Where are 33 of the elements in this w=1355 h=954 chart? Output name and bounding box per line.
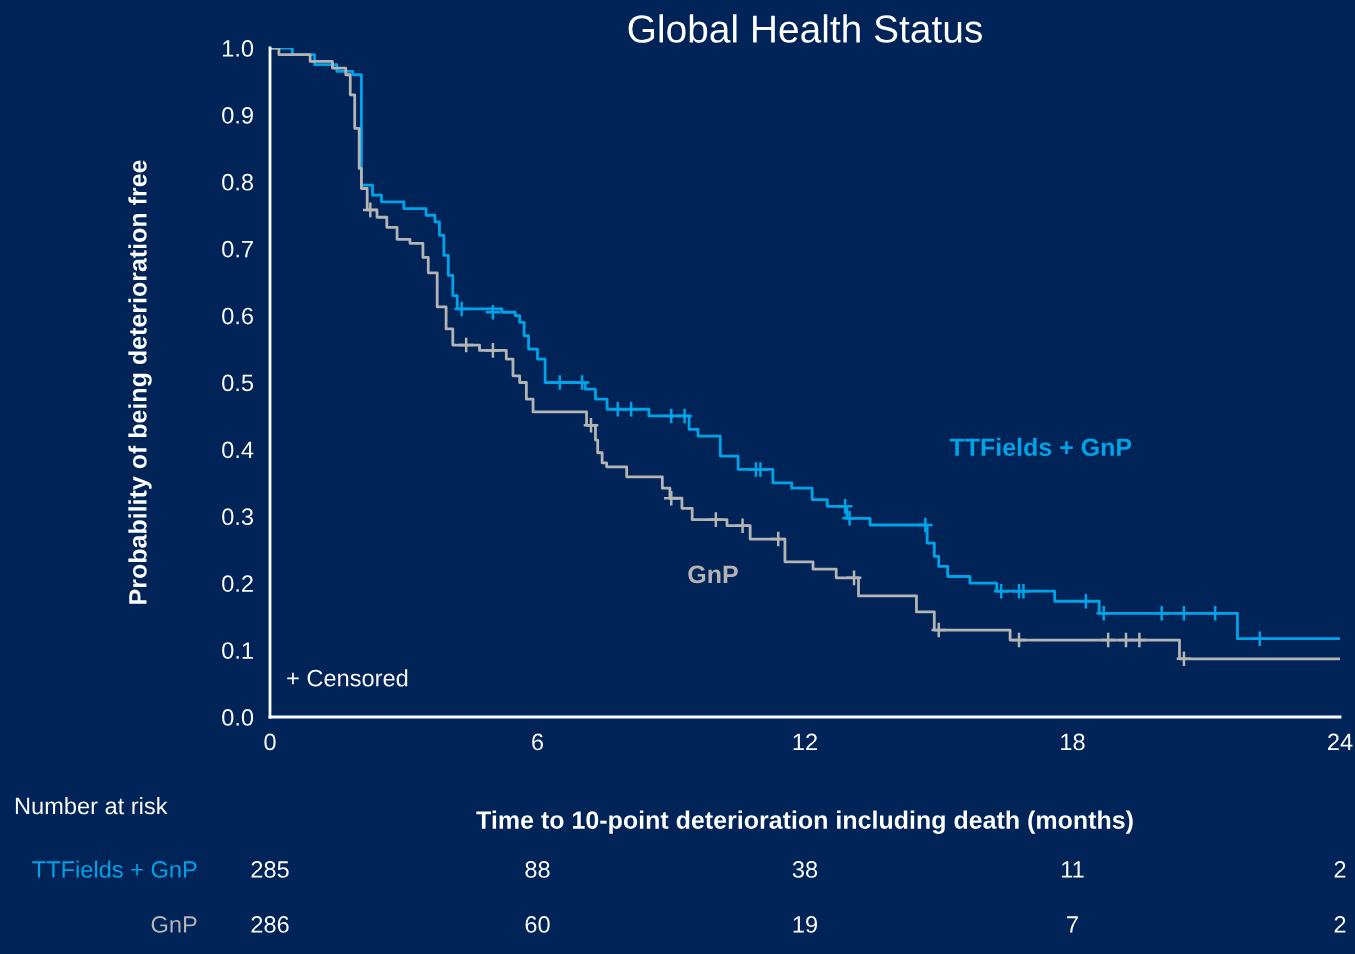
y-tick-label: 0.8 bbox=[222, 173, 253, 191]
x-tick-label: 24 bbox=[1328, 733, 1353, 751]
annotation: + Censored bbox=[287, 669, 408, 687]
data-label: 2 bbox=[1334, 916, 1346, 933]
data-label: 38 bbox=[792, 861, 818, 878]
series-label: GnP bbox=[688, 565, 738, 584]
y-tick-label: 0.6 bbox=[222, 307, 253, 325]
x-tick-label: 12 bbox=[793, 733, 817, 751]
x-axis-title: Time to 10-point deterioration including death (months) bbox=[476, 810, 1133, 834]
y-tick-label: 0.2 bbox=[222, 575, 253, 592]
text: TTFields + GnP bbox=[949, 437, 1132, 457]
y-tick-label: 0.0 bbox=[222, 709, 254, 726]
data-label: 60 bbox=[525, 916, 550, 933]
y-tick-label: 0.7 bbox=[222, 240, 253, 258]
chart-title: Global Health Status bbox=[628, 14, 982, 43]
x-tick-label: 6 bbox=[532, 733, 544, 751]
chart-title: Number at risk bbox=[15, 796, 168, 815]
y-axis-title: Probability of being deterioration free bbox=[128, 160, 152, 604]
data-label: 285 bbox=[251, 861, 289, 878]
data-label: 88 bbox=[525, 861, 550, 878]
y-tick-label: 0.5 bbox=[222, 374, 254, 392]
y-tick-label: 1.0 bbox=[223, 40, 254, 57]
y-tick-label: 0.3 bbox=[222, 508, 253, 526]
y-tick-label: 0.4 bbox=[222, 441, 254, 459]
data-label: 2 bbox=[1334, 861, 1346, 878]
x-tick-label: 0 bbox=[264, 733, 276, 751]
data-label: 286 bbox=[251, 916, 289, 933]
data-label: 7 bbox=[1067, 916, 1078, 933]
data-label: 11 bbox=[1062, 861, 1084, 878]
y-tick-label: 0.9 bbox=[222, 106, 253, 124]
y-tick-label: 0.1 bbox=[222, 642, 253, 659]
x-tick-label: 18 bbox=[1061, 733, 1085, 751]
data-label: 19 bbox=[793, 916, 818, 933]
